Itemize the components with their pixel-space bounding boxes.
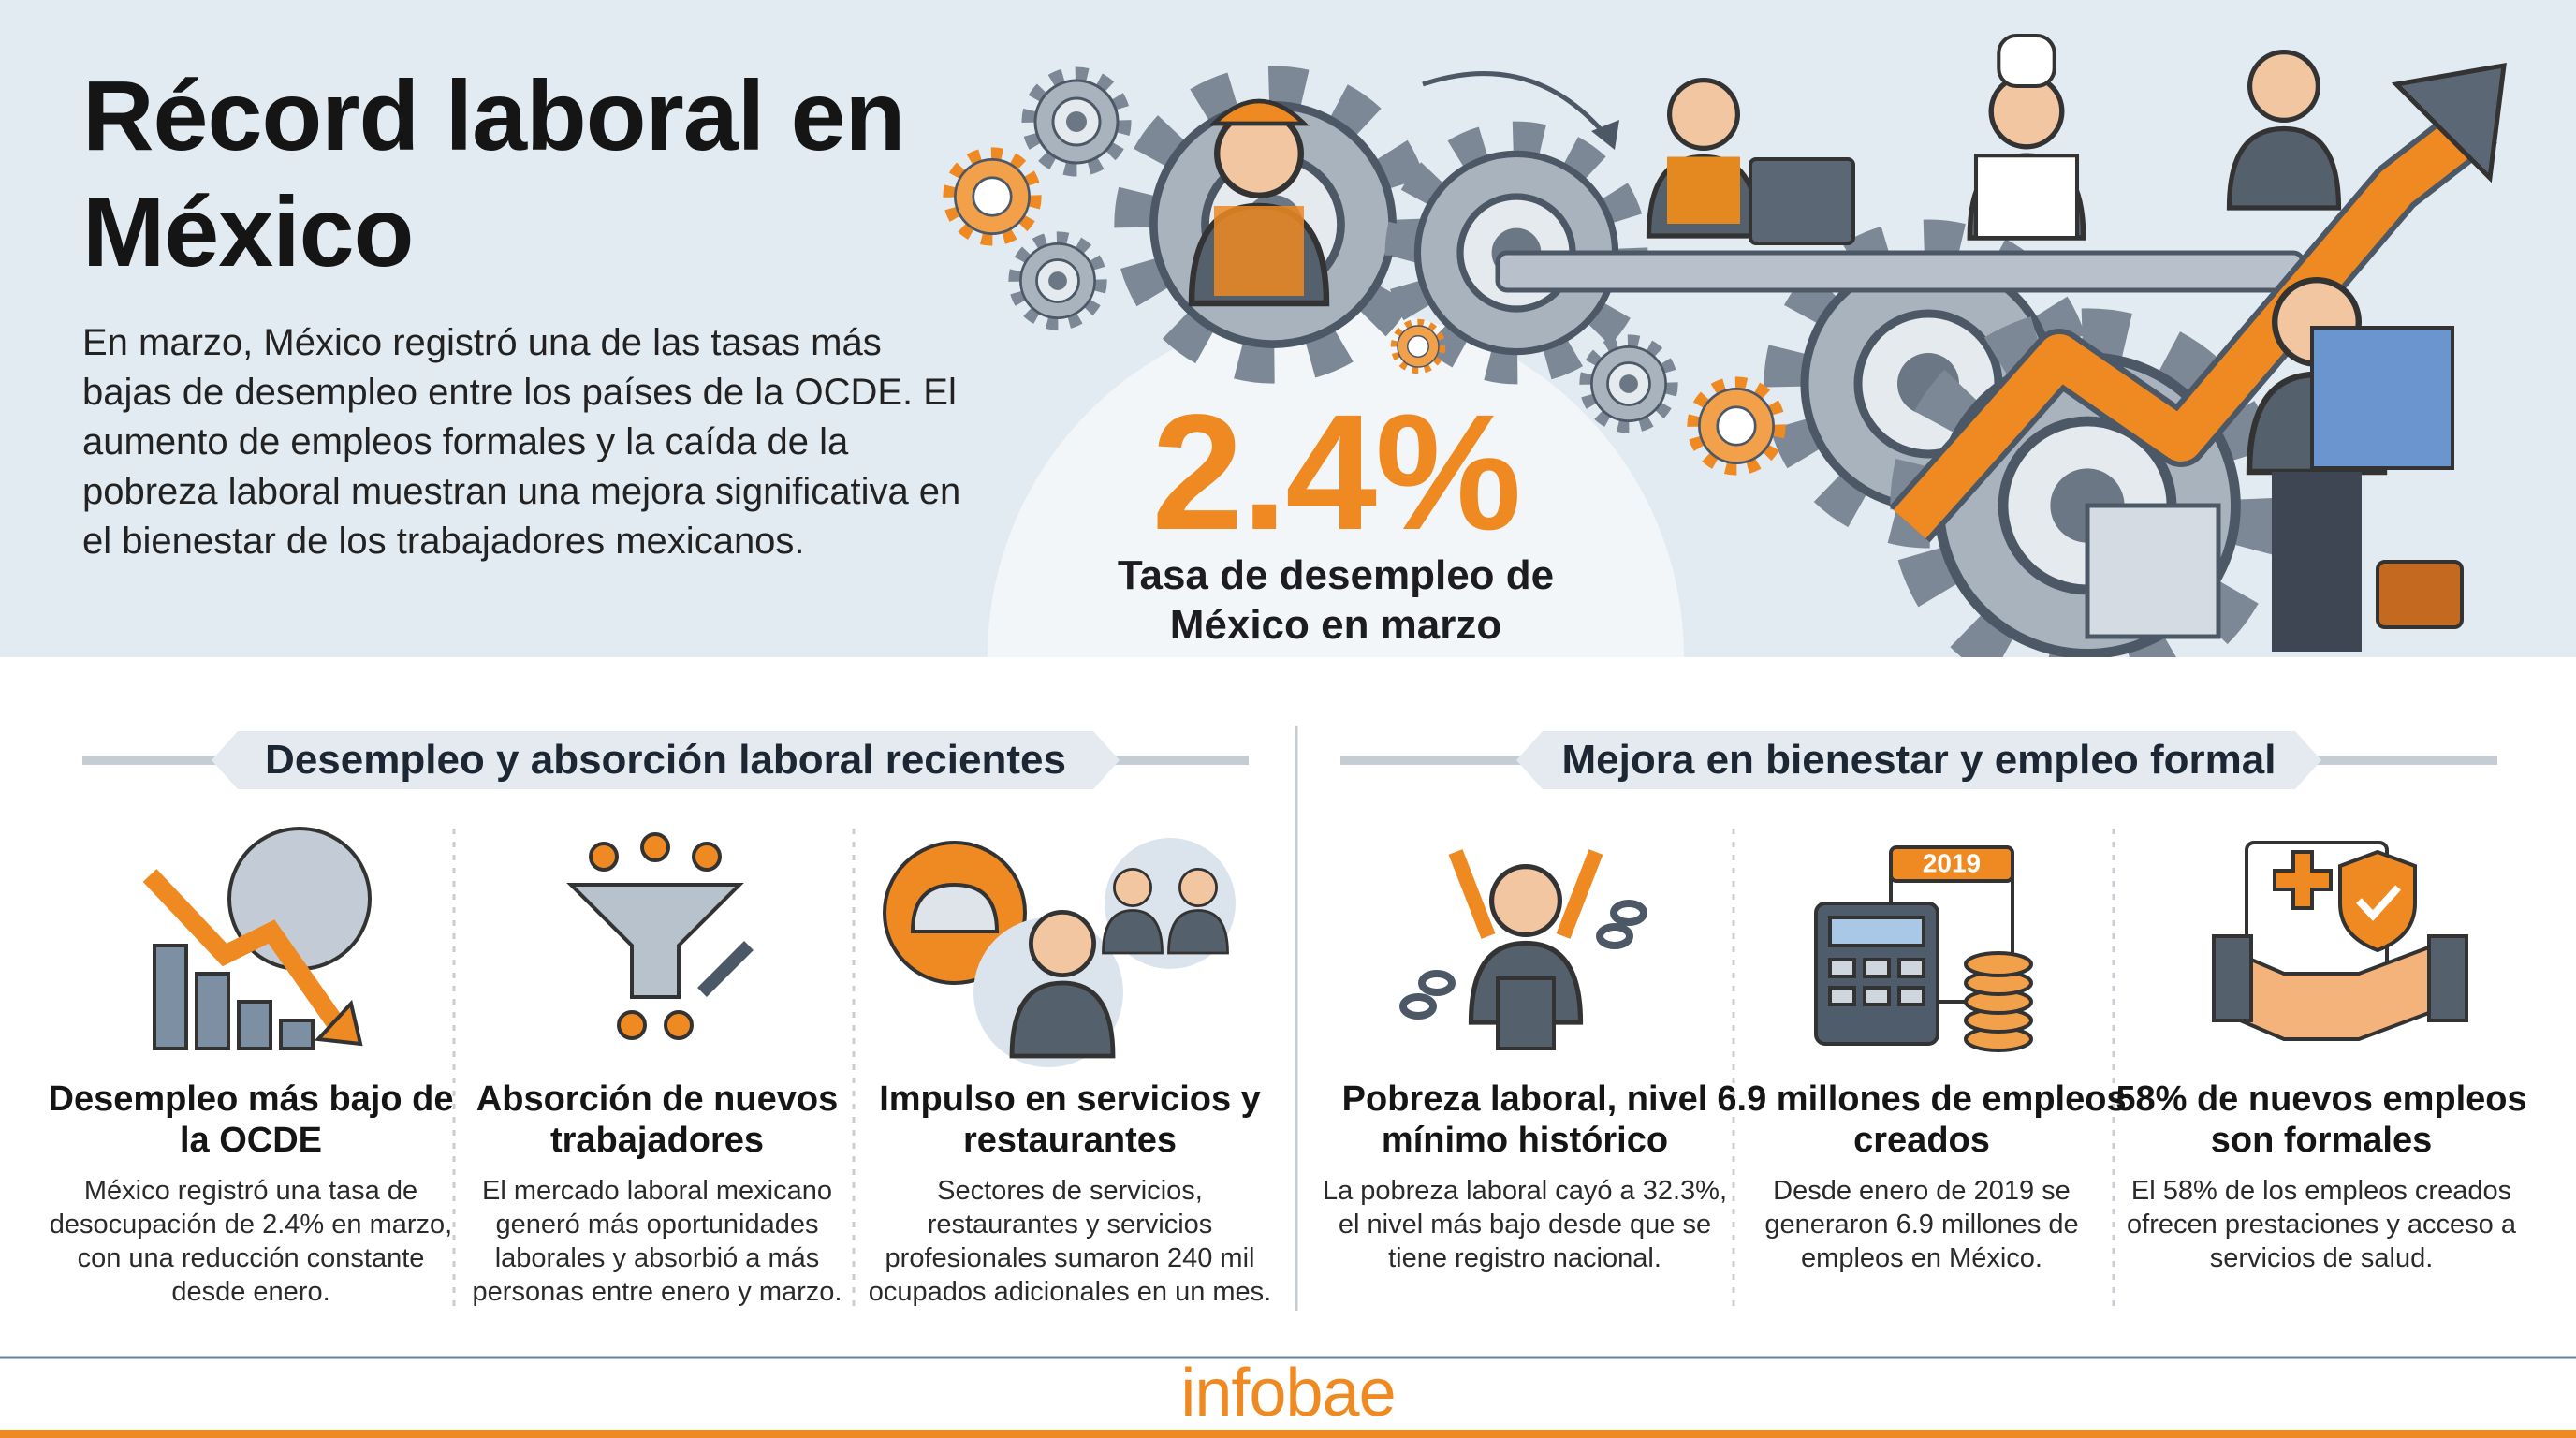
icon-services bbox=[883, 838, 1236, 1067]
icon-jobs: 2019 bbox=[1814, 845, 2033, 1052]
section-title: Mejora en bienestar y empleo formal bbox=[1516, 731, 2321, 789]
card-text: Desde enero de 2019 se generaron 6.9 mil… bbox=[1764, 1176, 2079, 1273]
page-title: Récord laboral en México bbox=[82, 61, 905, 287]
card-text: México registró una tasa de desocupación… bbox=[49, 1176, 453, 1307]
card-title: Absorción de nuevos trabajadores bbox=[476, 1079, 839, 1160]
highlight-circle bbox=[988, 309, 1684, 657]
card-title: 58% de nuevos empleos son formales bbox=[2115, 1079, 2527, 1160]
footer-bar bbox=[0, 1430, 2576, 1438]
card-text: El 58% de los empleos creados ofrecen pr… bbox=[2127, 1176, 2516, 1273]
card-text: Sectores de servicios, restaurantes y se… bbox=[868, 1176, 1272, 1307]
highlight-label: Tasa de desempleo de México en marzo bbox=[1117, 552, 1555, 648]
highlight-value: 2.4% bbox=[1151, 381, 1521, 565]
card-dividers bbox=[452, 829, 2115, 1306]
card-text: El mercado laboral mexicano generó más o… bbox=[472, 1176, 842, 1307]
calendar-year: 2019 bbox=[1923, 848, 1981, 877]
card-title: Desempleo más bajo de la OCDE bbox=[48, 1079, 454, 1160]
icon-formal bbox=[2212, 841, 2468, 1041]
brand-logo: infobae bbox=[1180, 1356, 1396, 1431]
icon-poverty bbox=[1399, 849, 1647, 1050]
icon-unemployment bbox=[142, 827, 372, 1050]
card-title: Impulso en servicios y restaurantes bbox=[879, 1079, 1261, 1160]
intro-text: En marzo, México registró una de las tas… bbox=[82, 322, 961, 562]
card-title: 6.9 millones de empleos creados bbox=[1717, 1079, 2127, 1160]
section-title: Desempleo y absorción laboral recientes bbox=[212, 731, 1120, 789]
card-text: La pobreza laboral cayó a 32.3%, el nive… bbox=[1322, 1176, 1728, 1273]
icon-absorption bbox=[566, 832, 754, 1040]
card-title: Pobreza laboral, nivel mínimo histórico bbox=[1341, 1079, 1708, 1160]
header-illustration bbox=[950, 33, 2507, 657]
